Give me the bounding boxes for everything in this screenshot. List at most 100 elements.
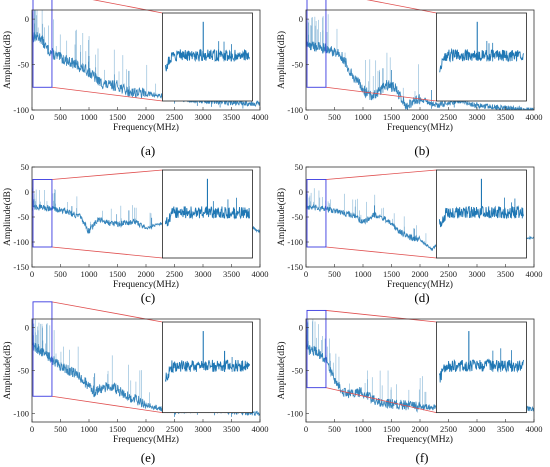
- x-tick-label: 4000: [252, 112, 269, 122]
- x-tick-label: 2000: [412, 112, 429, 122]
- y-axis-label: Amplitude(dB): [2, 341, 13, 399]
- y-tick-label: -150: [13, 262, 29, 272]
- panel-label: (d): [414, 290, 429, 305]
- chart-panel: 0 500 1000 1500 2000 2500 3000 3500 4000 0 -50 -100…: [2, 301, 269, 465]
- x-tick-label: 1000: [355, 269, 372, 279]
- x-tick-label: 1000: [355, 112, 372, 122]
- y-tick-label: 0: [299, 14, 303, 24]
- x-tick-label: 1500: [383, 424, 400, 434]
- y-tick-label: 0: [299, 323, 303, 333]
- signal-trace: [32, 32, 260, 107]
- x-tick-label: 1500: [109, 269, 126, 279]
- x-tick-label: 3000: [469, 112, 486, 122]
- x-tick-label: 2000: [412, 269, 429, 279]
- panel-label: (e): [141, 450, 155, 465]
- x-tick-label: 3500: [223, 269, 240, 279]
- x-tick-label: 0: [30, 424, 34, 434]
- x-tick-label: 2000: [138, 424, 155, 434]
- panel-label: (a): [141, 143, 155, 158]
- x-tick-label: 1000: [81, 424, 98, 434]
- x-axis-label: Frequency(MHz): [113, 279, 179, 290]
- inset-trace: [164, 48, 250, 72]
- zoom-connector: [51, 86, 163, 102]
- zoom-connector: [51, 395, 163, 414]
- x-tick-label: 1500: [383, 269, 400, 279]
- zoom-box: [306, 179, 327, 248]
- inset-trace: [164, 359, 250, 382]
- x-tick-label: 0: [30, 269, 34, 279]
- zoom-box: [32, 179, 53, 248]
- zoom-connector: [51, 246, 163, 259]
- x-tick-label: 3500: [223, 112, 240, 122]
- x-tick-label: 2000: [138, 269, 155, 279]
- zoom-connector: [325, 246, 437, 259]
- x-tick-label: 0: [304, 112, 308, 122]
- y-tick-label: -50: [18, 366, 29, 376]
- x-tick-label: 1000: [81, 269, 98, 279]
- zoom-connector: [51, 169, 163, 180]
- x-tick-label: 3000: [195, 112, 212, 122]
- x-axis-label: Frequency(MHz): [113, 434, 179, 445]
- x-tick-label: 3000: [195, 424, 212, 434]
- y-tick-label: 50: [21, 162, 30, 172]
- y-tick-label: -100: [287, 408, 303, 418]
- x-tick-label: 500: [328, 424, 341, 434]
- y-tick-label: -50: [292, 60, 303, 70]
- y-axis-label: Amplitude(dB): [276, 341, 287, 399]
- x-tick-label: 4000: [526, 112, 543, 122]
- x-axis-label: Frequency(MHz): [387, 434, 453, 445]
- chart-panel: 0 500 1000 1500 2000 2500 3000 3500 4000 0 -50 -100…: [2, 0, 269, 158]
- x-tick-label: 0: [304, 424, 308, 434]
- x-tick-label: 3000: [195, 269, 212, 279]
- y-tick-label: 0: [25, 323, 29, 333]
- inset-trace: [438, 358, 524, 383]
- x-tick-label: 4000: [252, 424, 269, 434]
- x-tick-label: 500: [328, 112, 341, 122]
- zoom-connector: [366, 0, 437, 14]
- y-tick-label: -50: [292, 366, 303, 376]
- zoom-connector: [92, 0, 163, 14]
- panel-label: (b): [414, 143, 429, 158]
- zoom-connector: [325, 310, 437, 323]
- y-axis-label: Amplitude(dB): [276, 188, 287, 246]
- x-axis-label: Frequency(MHz): [387, 122, 453, 133]
- chart-panel: 0 500 1000 1500 2000 2500 3000 3500 4000 0 -50 -100…: [276, 0, 543, 158]
- x-tick-label: 3000: [469, 424, 486, 434]
- x-tick-label: 1000: [81, 112, 98, 122]
- y-tick-label: 0: [299, 187, 303, 197]
- y-axis-label: Amplitude(dB): [2, 188, 13, 246]
- zoom-box: [32, 0, 53, 88]
- zoom-connector: [325, 86, 437, 102]
- y-tick-label: 0: [25, 187, 29, 197]
- x-tick-label: 500: [328, 269, 341, 279]
- y-tick-label: -150: [287, 262, 303, 272]
- x-tick-label: 500: [54, 112, 67, 122]
- x-tick-label: 3500: [223, 424, 240, 434]
- x-tick-label: 4000: [252, 269, 269, 279]
- x-tick-label: 4000: [526, 424, 543, 434]
- x-tick-label: 2500: [166, 112, 183, 122]
- y-axis-label: Amplitude(dB): [276, 31, 287, 89]
- y-tick-label: -50: [292, 212, 303, 222]
- panel-label: (f): [416, 450, 429, 465]
- x-tick-label: 4000: [526, 269, 543, 279]
- y-tick-label: 0: [25, 14, 29, 24]
- x-tick-label: 3000: [469, 269, 486, 279]
- x-tick-label: 1500: [109, 424, 126, 434]
- y-tick-label: -50: [18, 212, 29, 222]
- x-tick-label: 1000: [355, 424, 372, 434]
- y-axis-label: Amplitude(dB): [2, 31, 13, 89]
- y-tick-label: -100: [13, 408, 29, 418]
- x-tick-label: 2500: [440, 112, 457, 122]
- x-axis-label: Frequency(MHz): [387, 279, 453, 290]
- x-tick-label: 1500: [109, 112, 126, 122]
- x-tick-label: 0: [304, 269, 308, 279]
- y-tick-label: 50: [295, 162, 304, 172]
- x-tick-label: 1500: [383, 112, 400, 122]
- signal-trace: [306, 39, 534, 110]
- x-tick-label: 2500: [440, 269, 457, 279]
- x-tick-label: 500: [54, 269, 67, 279]
- y-tick-label: -100: [13, 237, 29, 247]
- x-tick-label: 2500: [440, 424, 457, 434]
